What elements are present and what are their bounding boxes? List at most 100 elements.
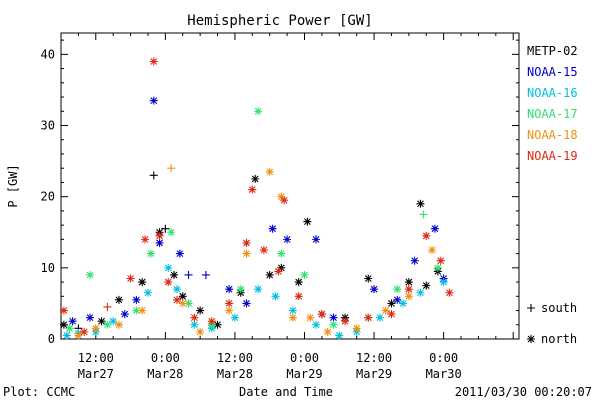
data-point [419,210,428,219]
data-point [335,331,344,340]
data-point [65,324,74,333]
data-point [74,331,83,340]
data-point [141,235,150,244]
data-point [164,278,173,287]
chart-title: Hemispheric Power [GW] [187,13,372,29]
legend-entry: NOAA-15 [527,65,578,79]
data-point [294,278,303,287]
data-point [167,164,176,173]
data-point [242,299,251,308]
data-point [68,317,77,326]
legend-entry: NOAA-16 [527,86,578,100]
data-point [387,299,396,308]
data-point [370,285,379,294]
data-point [164,263,173,272]
y-tick-label: 20 [41,190,55,204]
data-point [242,238,251,247]
data-point [364,274,373,283]
data-point [155,231,164,240]
data-point [170,270,179,279]
data-point [277,192,286,201]
x-tick-time-label: 0:00 [151,351,180,365]
data-point [120,310,129,319]
data-point [399,299,408,308]
data-point [445,288,454,297]
data-point [184,270,193,279]
data-point [277,263,286,272]
data-point [149,96,158,105]
data-point [213,320,222,329]
data-point [294,292,303,301]
data-point [161,224,170,233]
x-tick-date-label: Mar30 [426,367,462,381]
data-point [404,292,413,301]
data-point [288,313,297,322]
data-point [175,249,184,258]
data-point [149,57,158,66]
data-point [190,320,199,329]
data-point [436,256,445,265]
data-point [375,313,384,322]
footer-right: 2011/03/30 00:20:07 [455,385,592,399]
x-axis: 12:00 Mar27 0:00 Mar28 12:00 Mar28 0:00 Mar29 12… [60,33,514,381]
data-point [126,274,135,283]
data-point [103,302,112,311]
data-point [404,285,413,294]
legend-entry: NOAA-19 [527,149,578,163]
y-tick-label: 40 [41,47,55,61]
x-tick-time-label: 0:00 [429,351,458,365]
y-tick-label: 10 [41,261,55,275]
data-point [364,313,373,322]
data-point [329,313,338,322]
legend-entry: METP-02 [527,44,578,58]
legend-entry: NOAA-17 [527,107,578,121]
data-point [323,327,332,336]
x-tick-time-label: 12:00 [217,351,253,365]
marker-legend-symbol [527,304,535,312]
data-point [207,317,216,326]
data-point [146,249,155,258]
x-tick-date-label: Mar28 [147,367,183,381]
x-tick-date-label: Mar27 [78,367,114,381]
data-point [280,196,289,205]
data-point [439,278,448,287]
data-point [178,299,187,308]
data-point [196,306,205,315]
data-point [138,306,147,315]
data-point [303,217,312,226]
data-point [312,235,321,244]
data-point [274,267,283,276]
data-point [132,306,141,315]
data-points [59,57,454,340]
data-point [288,306,297,315]
data-point [109,317,118,326]
data-point [268,224,277,233]
data-point [132,295,141,304]
data-point [114,320,123,329]
x-tick-time-label: 0:00 [290,351,319,365]
data-point [277,249,286,258]
data-point [172,295,181,304]
data-point [393,285,402,294]
y-tick-label: 30 [41,119,55,133]
data-point [283,235,292,244]
data-point [404,278,413,287]
data-point [149,171,158,180]
data-point [306,313,315,322]
data-point [225,285,234,294]
data-point [85,270,94,279]
data-point [138,278,147,287]
data-point [172,285,181,294]
data-point [265,167,274,176]
marker-legend-label: north [541,332,577,346]
data-point [143,288,152,297]
data-point [201,270,210,279]
data-point [190,313,199,322]
data-point [91,324,100,333]
data-point [184,299,193,308]
data-point [230,313,239,322]
data-point [329,320,338,329]
data-point [352,324,361,333]
data-point [59,320,68,329]
